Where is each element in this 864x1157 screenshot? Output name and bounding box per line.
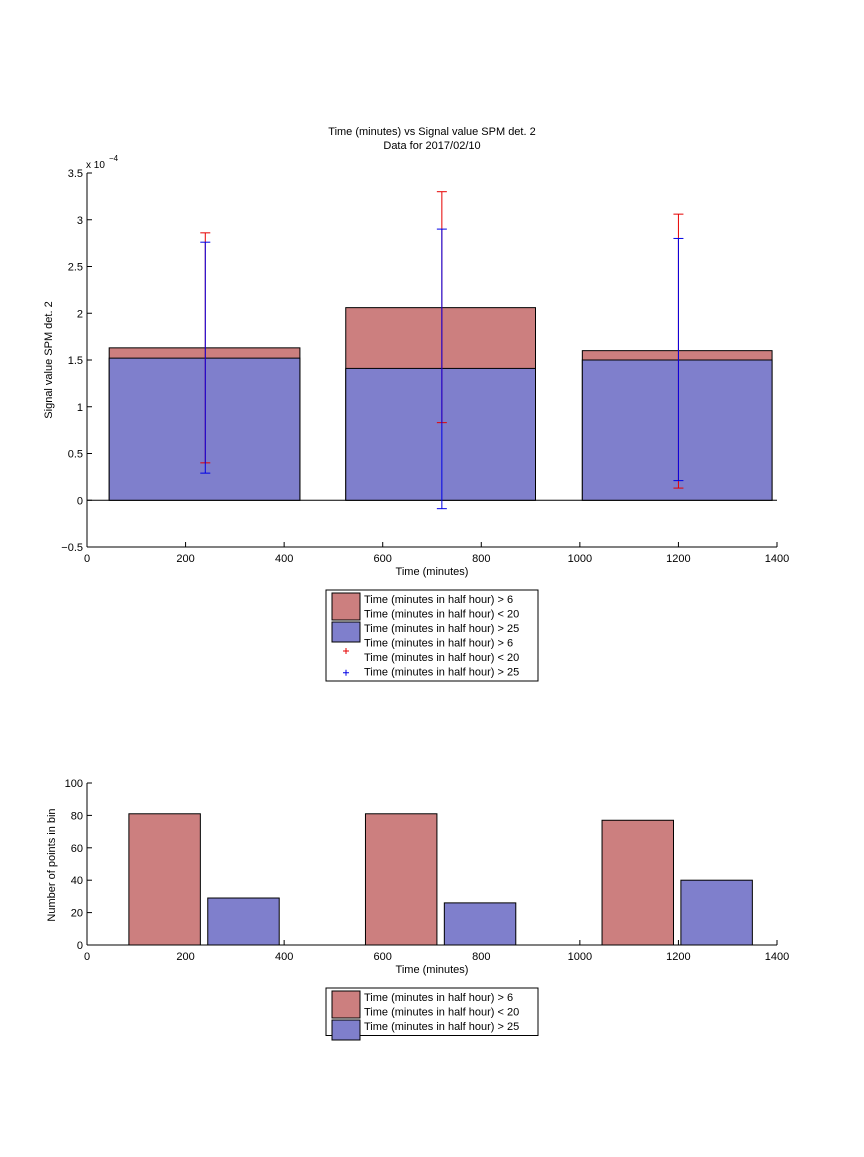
legend-label: Time (minutes in half hour) > 6 <box>364 594 513 606</box>
bottom-bar-series-1 <box>443 902 517 946</box>
top-x-tick-label: 400 <box>275 553 293 565</box>
top-bar-series-1 <box>345 367 536 501</box>
top-y-tick-label: 1 <box>77 402 83 414</box>
bottom-bar-series-1 <box>680 879 753 946</box>
legend-label: Time (minutes in half hour) > 6 <box>364 638 513 650</box>
legend-swatch <box>331 621 361 643</box>
bottom-bar-series-0 <box>364 813 438 946</box>
top-y-tick-label: 3.5 <box>68 168 83 180</box>
bottom-y-tick-label: 60 <box>71 843 83 855</box>
bottom-y-tick-label: 20 <box>71 908 83 920</box>
legend-label: Time (minutes in half hour) < 20 <box>364 652 519 664</box>
y-exponent-power: −4 <box>109 154 119 163</box>
top-x-tick-label: 200 <box>176 553 194 565</box>
bottom-bar-series-0 <box>601 819 674 946</box>
top-bar-series-1 <box>108 357 301 501</box>
top-y-tick-label: 3 <box>77 215 83 227</box>
chart-subtitle: Data for 2017/02/10 <box>383 140 480 152</box>
bottom-x-tick-label: 600 <box>374 951 392 963</box>
top-x-tick-label: 800 <box>472 553 490 565</box>
top-x-tick-label: 1400 <box>765 553 789 565</box>
legend-swatch <box>331 990 361 1019</box>
bottom-y-tick-label: 40 <box>71 875 83 887</box>
legend-label: Time (minutes in half hour) > 25 <box>364 623 519 635</box>
y-exponent-base: x 10 <box>86 160 105 171</box>
legend-label: Time (minutes in half hour) < 20 <box>364 609 519 621</box>
legend-box <box>325 589 539 682</box>
top-bar-series-1 <box>581 359 773 501</box>
top-y-tick-label: 0.5 <box>68 449 83 461</box>
top-x-axis-label: Time (minutes) <box>396 566 469 578</box>
bottom-y-axis-label: Number of points in bin <box>46 808 58 921</box>
legend-box <box>325 987 539 1036</box>
top-y-tick-label: 1.5 <box>68 355 83 367</box>
legend-label: Time (minutes in half hour) > 6 <box>364 992 513 1004</box>
top-x-tick-label: 1200 <box>666 553 690 565</box>
top-y-axis-label: Signal value SPM det. 2 <box>43 301 55 418</box>
bottom-x-tick-label: 800 <box>472 951 490 963</box>
bottom-x-tick-label: 1200 <box>666 951 690 963</box>
bottom-y-tick-label: 100 <box>65 778 83 790</box>
top-plot-area: −0.500.511.522.533.50 200 400 600 800 1000 120… <box>61 168 789 565</box>
top-x-tick-label: 1000 <box>568 553 592 565</box>
top-x-tick-label: 0 <box>84 553 90 565</box>
bottom-x-tick-label: 400 <box>275 951 293 963</box>
legend-label: Time (minutes in half hour) > 25 <box>364 1021 519 1033</box>
bottom-legend: Time (minutes in half hour) > 6 Time (min… <box>325 987 539 1041</box>
bottom-x-tick-label: 1000 <box>568 951 592 963</box>
top-legend: Time (minutes in half hour) > 6 Time (min… <box>325 589 539 682</box>
bottom-bar-series-1 <box>207 897 280 946</box>
bottom-bar-series-0 <box>128 813 201 946</box>
y-exponent-label: x 10 −4 <box>86 154 119 171</box>
bottom-y-tick-label: 80 <box>71 810 83 822</box>
legend-swatch <box>331 592 361 621</box>
top-y-tick-label: 2 <box>77 308 83 320</box>
bottom-y-tick-label: 0 <box>77 940 83 952</box>
top-y-tick-label: 0 <box>77 495 83 507</box>
bottom-x-tick-label: 1400 <box>765 951 789 963</box>
legend-label: Time (minutes in half hour) < 20 <box>364 1007 519 1019</box>
legend-label: Time (minutes in half hour) > 25 <box>364 667 519 679</box>
top-x-tick-label: 600 <box>374 553 392 565</box>
chart-title: Time (minutes) vs Signal value SPM det. … <box>328 126 535 138</box>
legend-swatch <box>331 1019 361 1041</box>
top-y-tick-label: 2.5 <box>68 262 83 274</box>
top-y-tick-label: −0.5 <box>61 542 83 554</box>
bottom-x-tick-label: 200 <box>176 951 194 963</box>
bottom-x-axis-label: Time (minutes) <box>396 964 469 976</box>
bottom-x-tick-label: 0 <box>84 951 90 963</box>
